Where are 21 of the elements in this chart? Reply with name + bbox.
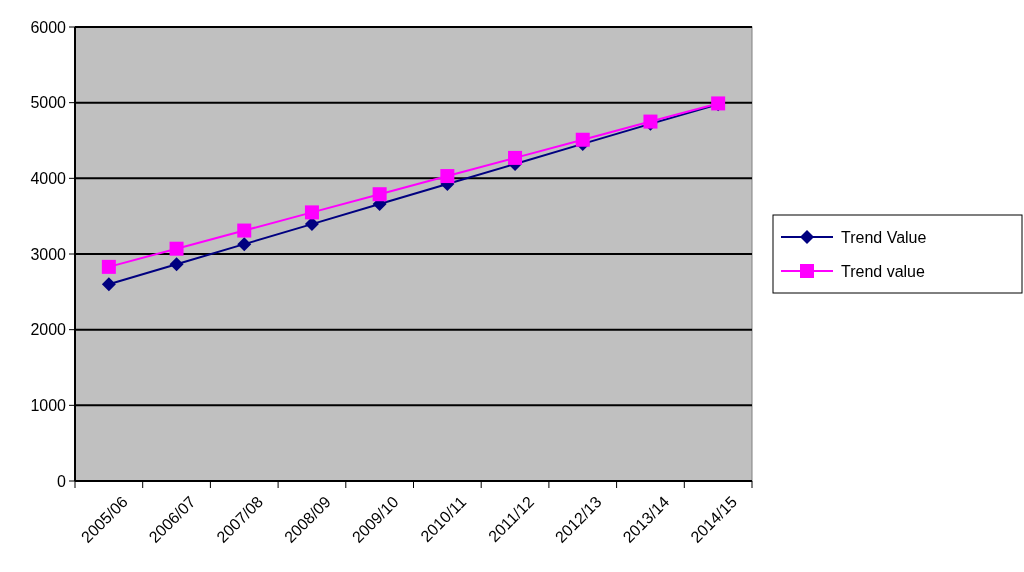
legend-label: Trend Value	[841, 228, 927, 246]
y-tick-label: 5000	[30, 94, 67, 112]
y-tick-label: 2000	[30, 321, 67, 339]
legend-label: Trend value	[841, 262, 925, 280]
point	[237, 223, 252, 238]
point	[237, 237, 252, 252]
y-tick-label: 1000	[30, 396, 67, 414]
point	[372, 187, 387, 202]
point	[304, 205, 319, 220]
point	[101, 277, 116, 292]
point	[508, 150, 523, 165]
point	[169, 241, 184, 256]
point	[440, 169, 455, 184]
y-tick-label: 0	[57, 472, 67, 490]
point	[304, 217, 319, 232]
point	[101, 259, 116, 274]
y-tick-label: 6000	[30, 18, 67, 36]
point	[575, 132, 590, 147]
y-tick-label: 3000	[30, 245, 67, 263]
point	[169, 257, 184, 272]
y-tick-label: 4000	[30, 169, 67, 187]
